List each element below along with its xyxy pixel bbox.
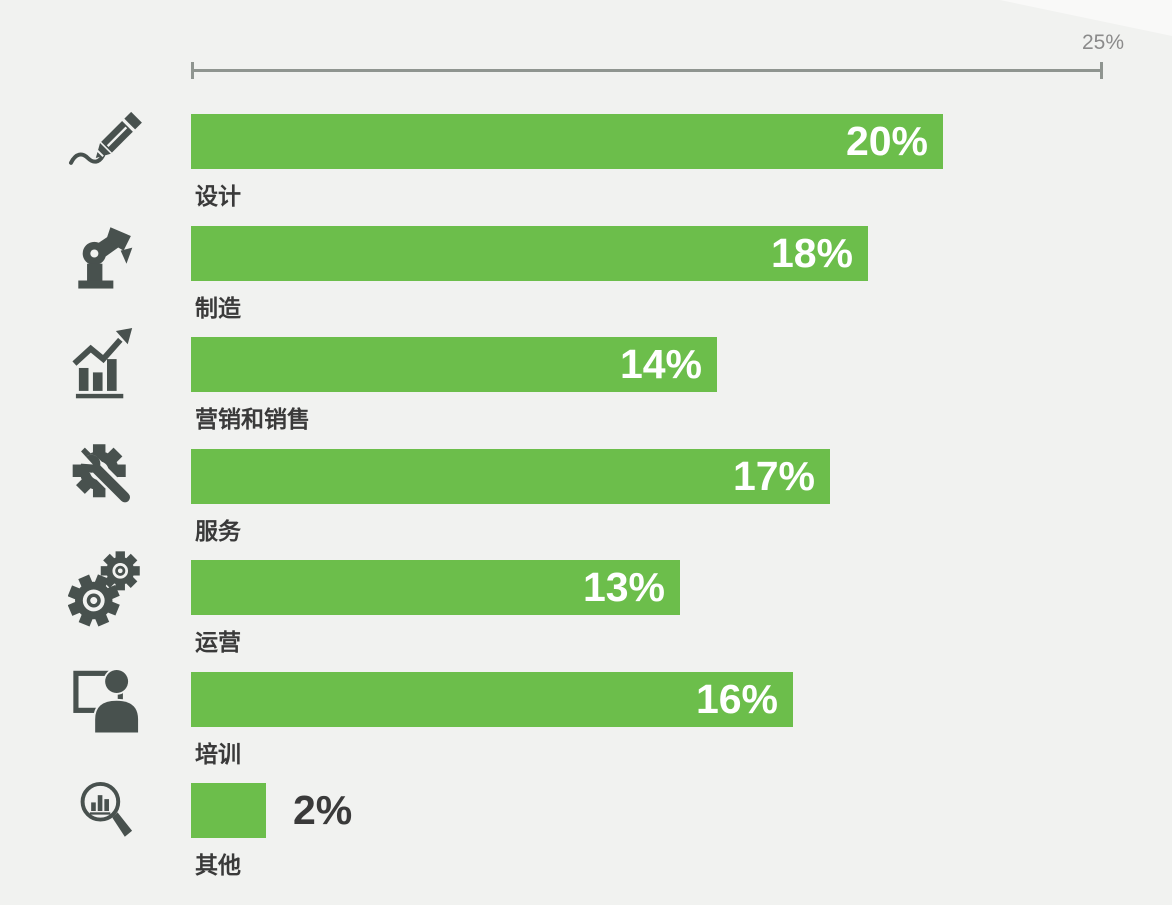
chart-row-design: 20% 设计 <box>0 111 1172 226</box>
bar-manufacturing: 18% <box>191 226 868 281</box>
growth-chart-icon <box>52 324 162 405</box>
bar-operations: 13% <box>191 560 680 615</box>
bar-value-label: 18% <box>770 230 853 276</box>
gears-icon <box>52 547 162 628</box>
person-computer-icon <box>52 659 162 740</box>
category-label: 营销和销售 <box>195 406 310 432</box>
category-label: 制造 <box>195 295 241 321</box>
bar-design: 20% <box>191 114 943 169</box>
category-label: 培训 <box>195 741 241 767</box>
axis-tick-start <box>191 62 194 79</box>
chart-row-marketing-sales: 14% 营销和销售 <box>0 327 1172 449</box>
chart-row-manufacturing: 18% 制造 <box>0 226 1172 338</box>
chart-row-operations: 13% 运营 <box>0 550 1172 672</box>
bar-value-label: 14% <box>619 341 702 387</box>
bar-value-label: 20% <box>845 118 928 164</box>
robot-arm-icon <box>52 213 162 294</box>
bar-service: 17% <box>191 449 830 504</box>
category-label: 服务 <box>195 518 241 544</box>
axis-tick-end <box>1100 62 1103 79</box>
gear-wrench-icon <box>52 436 162 517</box>
bar-value-label: 2% <box>293 787 353 833</box>
category-label: 设计 <box>195 183 241 209</box>
magnifier-chart-icon <box>52 770 162 851</box>
chart-row-other: 2% 其他 <box>0 781 1172 895</box>
axis-max-label: 25% <box>1081 31 1125 54</box>
bar-value-label: 17% <box>732 453 815 499</box>
bar-value-label: 13% <box>582 564 665 610</box>
bar-marketing-sales: 14% <box>191 337 717 392</box>
category-label: 其他 <box>195 852 241 878</box>
pencil-sketch-icon <box>52 101 162 182</box>
bar-training: 16% <box>191 672 793 727</box>
bar-other: 2% <box>191 783 352 838</box>
chart-row-training: 16% 培训 <box>0 667 1172 784</box>
bar-value-label: 16% <box>695 676 778 722</box>
chart-row-service: 17% 服务 <box>0 443 1172 561</box>
category-label: 运营 <box>195 629 241 655</box>
axis-line <box>191 69 1102 72</box>
